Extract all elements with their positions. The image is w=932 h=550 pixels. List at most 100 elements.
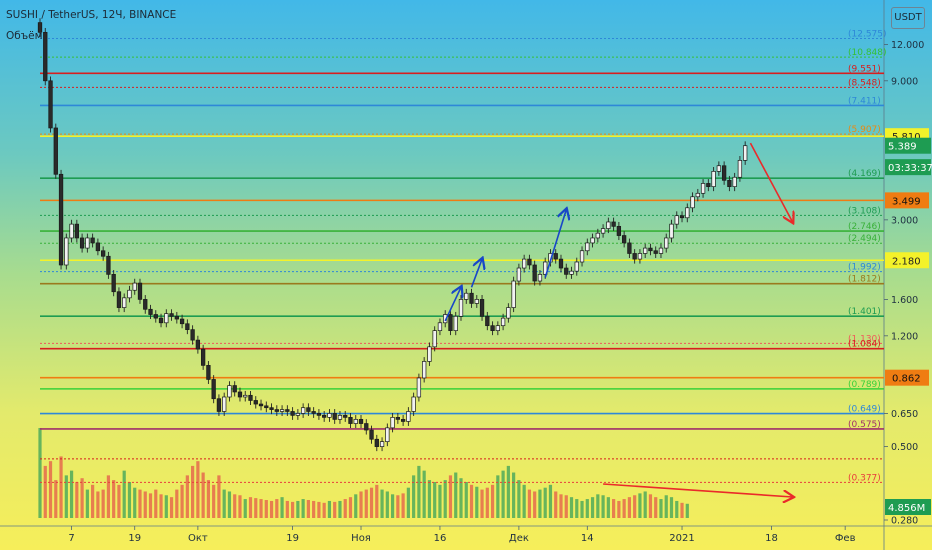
candle-body <box>232 385 237 393</box>
volume-bar <box>622 499 626 518</box>
currency-button[interactable]: USDT <box>891 7 925 29</box>
volume-bar <box>180 484 184 518</box>
volume-bar <box>596 494 600 518</box>
candle-body <box>627 242 632 254</box>
candle-body <box>427 346 432 362</box>
volume-bar <box>312 500 316 518</box>
candle-body <box>248 394 253 401</box>
volume-bar <box>464 482 468 518</box>
volume-bar <box>85 489 89 518</box>
volume-bar <box>175 489 179 518</box>
level-label: (4.169) <box>848 169 881 179</box>
symbol-title: SUSHI / TetherUS, 12Ч, BINANCE <box>6 9 177 21</box>
level-label: (3.108) <box>848 206 881 216</box>
candle-body <box>553 253 558 260</box>
volume-bar <box>75 482 79 518</box>
volume-bar <box>648 494 653 518</box>
candle-body <box>390 417 395 429</box>
candle-body <box>500 317 506 327</box>
volume-bar <box>554 491 558 518</box>
volume-bar <box>633 495 637 518</box>
level-badge <box>885 252 929 269</box>
candle-body <box>274 409 279 412</box>
candle-body <box>195 339 201 350</box>
level-label: (1.992) <box>848 263 881 273</box>
level-label: (1.084) <box>848 340 881 350</box>
candle-body <box>400 419 406 422</box>
volume-bar <box>543 487 547 518</box>
candle-body <box>532 264 537 282</box>
volume-bar <box>101 489 105 518</box>
volume-bar <box>569 497 574 518</box>
candle-body <box>137 282 143 300</box>
trend-arrow <box>470 259 483 288</box>
volume-divergence-arrow <box>603 483 792 497</box>
candle-body <box>122 297 127 308</box>
price-badge <box>885 159 931 176</box>
candle-body <box>258 403 264 407</box>
candle-body <box>437 322 443 331</box>
candle-body <box>79 237 85 249</box>
candle-body <box>111 274 116 293</box>
y-tick-label: 12.000 <box>891 40 924 51</box>
candle-body <box>158 317 164 324</box>
candle-body <box>174 315 179 320</box>
level-label: (0.377) <box>848 473 881 483</box>
volume-badge-label: 4.856M <box>888 503 925 514</box>
candle-body <box>453 315 458 331</box>
volume-bar <box>169 497 174 518</box>
candle-body <box>37 22 43 33</box>
candle-body <box>732 176 737 187</box>
volume-bar <box>664 495 668 518</box>
volume-bar <box>327 500 332 518</box>
volume-bar <box>64 475 68 518</box>
volume-bar <box>585 499 589 518</box>
volume-bar <box>333 501 337 518</box>
volume-bar <box>248 497 253 518</box>
candle-body <box>595 232 600 239</box>
candle-body <box>58 173 64 266</box>
price-badge-label: 5.389 <box>888 142 917 153</box>
candle-body <box>327 413 332 418</box>
level-label: (1.401) <box>848 307 881 317</box>
volume-bar <box>617 500 621 518</box>
volume-bar <box>201 472 205 518</box>
candle-body <box>90 237 95 244</box>
candle-body <box>306 407 311 412</box>
candle-body <box>364 423 369 431</box>
candle-body <box>743 145 748 161</box>
level-label: (0.789) <box>848 380 881 390</box>
volume-bar <box>480 489 484 518</box>
volume-bar <box>475 486 479 518</box>
candle-body <box>95 242 101 252</box>
volume-bar <box>291 501 295 518</box>
volume-bar <box>317 501 321 518</box>
candle-body <box>511 280 516 308</box>
volume-bar <box>301 499 305 518</box>
candle-body <box>143 299 148 310</box>
volume-bar <box>222 489 226 518</box>
volume-bar <box>675 500 679 518</box>
candle-body <box>611 221 616 227</box>
candle-body <box>348 417 353 424</box>
volume-bar <box>538 489 542 518</box>
candle-body <box>658 247 664 254</box>
volume-bar <box>390 494 395 518</box>
candle-body <box>485 315 490 327</box>
candle-body <box>353 419 358 424</box>
candle-body <box>185 323 190 330</box>
x-tick-label: Окт <box>188 533 208 544</box>
candle-body <box>237 391 243 398</box>
candle-body <box>464 292 469 300</box>
candle-body <box>422 361 427 379</box>
candle-body <box>543 261 548 275</box>
volume-bar <box>117 484 121 518</box>
volume-bar <box>643 491 647 518</box>
level-label: (8.548) <box>848 78 881 88</box>
volume-bar <box>590 497 595 518</box>
candle-body <box>216 398 222 412</box>
volume-bar <box>448 475 453 518</box>
level-label: (5.907) <box>848 125 881 135</box>
